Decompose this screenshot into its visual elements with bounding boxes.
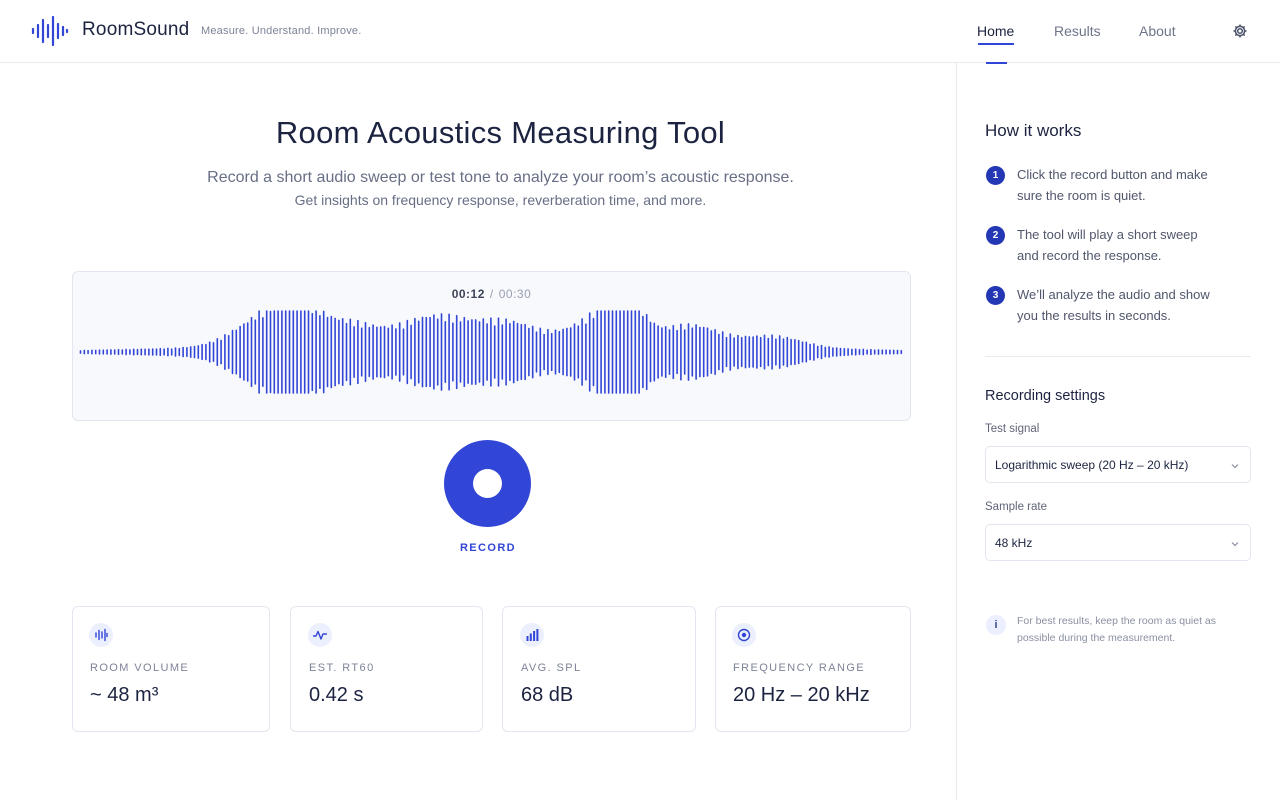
record-button[interactable] — [444, 440, 531, 527]
sample-rate-value: 48 kHz — [995, 536, 1033, 550]
sample-rate-select[interactable]: 48 kHz — [985, 524, 1251, 561]
step-text: Click the record button and make sure th… — [1017, 167, 1208, 203]
step-number: 1 — [986, 166, 1005, 185]
recording-settings-title: Recording settings — [985, 388, 1106, 404]
gear-icon[interactable] — [1232, 23, 1248, 39]
metric-label: AVG. SPL — [521, 662, 582, 674]
info-icon: i — [986, 615, 1006, 635]
audio-waveform — [79, 310, 903, 394]
nav-about[interactable]: About — [1139, 23, 1176, 39]
timer-separator: / — [489, 287, 494, 301]
brand-tagline: Measure. Understand. Improve. — [201, 25, 362, 37]
timer-total: 00:30 — [498, 287, 532, 301]
metric-card-frequency-range: FREQUENCY RANGE 20 Hz – 20 kHz — [715, 606, 911, 732]
target-icon — [732, 623, 756, 647]
chevron-down-icon — [1231, 542, 1239, 547]
page-title: Room Acoustics Measuring Tool — [275, 115, 726, 150]
step-number: 3 — [986, 286, 1005, 305]
record-label: RECORD — [459, 542, 517, 554]
bar-chart-icon — [520, 623, 544, 647]
timer-current: 00:12 — [451, 287, 485, 301]
sidebar-divider — [956, 63, 957, 800]
step-text: We’ll analyze the audio and show you the… — [1017, 287, 1210, 323]
page-subtitle-line2: Get insights on frequency response, reve… — [294, 192, 707, 208]
tip-text: For best results, keep the room as quiet… — [1017, 615, 1217, 644]
step-text: The tool will play a short sweep and rec… — [1017, 227, 1198, 263]
metric-card-rt60: EST. RT60 0.42 s — [290, 606, 483, 732]
metric-label: ROOM VOLUME — [90, 662, 190, 674]
waveform-logo-icon[interactable] — [31, 16, 69, 46]
waveform-panel: 00:12 / 00:30 — [72, 271, 911, 421]
nav-home[interactable]: Home — [977, 23, 1015, 39]
app-header: RoomSound Measure. Understand. Improve. … — [0, 0, 1280, 63]
metric-value: ~ 48 m³ — [90, 684, 159, 706]
sample-rate-label: Sample rate — [985, 501, 1048, 513]
nav-results[interactable]: Results — [1054, 23, 1101, 39]
step-number: 2 — [986, 226, 1005, 245]
sidebar-separator — [985, 356, 1251, 357]
audio-wave-icon — [89, 623, 113, 647]
test-signal-value: Logarithmic sweep (20 Hz – 20 kHz) — [995, 458, 1189, 472]
record-dot-icon — [473, 469, 502, 498]
test-signal-label: Test signal — [985, 423, 1040, 435]
pulse-icon — [308, 623, 332, 647]
recording-timer: 00:12 / 00:30 — [73, 287, 910, 301]
test-signal-select[interactable]: Logarithmic sweep (20 Hz – 20 kHz) — [985, 446, 1251, 483]
chevron-down-icon — [1231, 464, 1239, 469]
sidebar-accent — [986, 62, 1007, 64]
page-subtitle-line1: Record a short audio sweep or test tone … — [207, 169, 794, 186]
nav-active-indicator — [978, 43, 1014, 45]
metric-card-room-volume: ROOM VOLUME ~ 48 m³ — [72, 606, 270, 732]
brand-name[interactable]: RoomSound — [82, 19, 190, 40]
metric-value: 20 Hz – 20 kHz — [733, 684, 870, 706]
metric-value: 68 dB — [521, 684, 574, 706]
metric-card-avg-spl: AVG. SPL 68 dB — [502, 606, 696, 732]
metric-label: EST. RT60 — [309, 662, 375, 674]
metric-value: 0.42 s — [309, 684, 364, 706]
how-it-works-title: How it works — [985, 121, 1082, 140]
metric-label: FREQUENCY RANGE — [733, 662, 866, 674]
